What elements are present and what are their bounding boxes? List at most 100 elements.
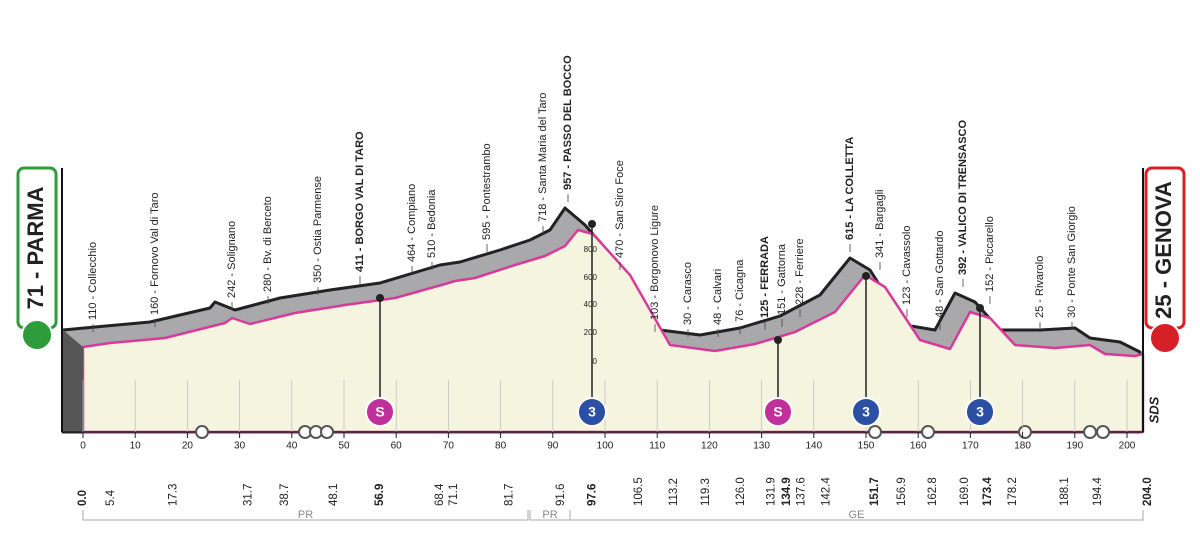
waypoint-label: 76 - Cicagna — [734, 259, 746, 322]
waypoint-label: 48 - Calvari — [712, 269, 724, 325]
waypoint-label: 411 - BORGO VAL DI TARO — [354, 131, 366, 272]
waypoint-label: 595 - Pontestrambo — [481, 143, 493, 240]
km-tick-label: 30 — [234, 441, 246, 452]
waypoint-label: 25 - Rivarolo — [1034, 256, 1046, 318]
km-point: 48.1 — [328, 484, 340, 506]
marker-badge — [965, 397, 995, 427]
km-tick-label: 110 — [649, 441, 665, 452]
region-label: PR — [298, 509, 313, 521]
waypoint-label: 350 - Ostia Parmense — [312, 176, 324, 283]
waypoint-label: 280 - Bv. di Berceto — [262, 196, 274, 292]
marker-label: 3 — [976, 404, 984, 420]
km-point: 31.7 — [243, 484, 255, 506]
km-point: 5.4 — [105, 489, 117, 506]
km-tick-label: 90 — [547, 441, 559, 452]
km-point: 137.6 — [795, 477, 807, 506]
km-point: 97.6 — [587, 484, 599, 506]
marker-badge — [851, 397, 881, 427]
km-point: 169.0 — [959, 477, 971, 506]
region-bracket — [82, 510, 529, 521]
marker-badge — [763, 397, 793, 427]
waypoint-label: 152 - Piccarello — [984, 216, 996, 292]
km-point: 162.8 — [927, 477, 939, 506]
marker-badge — [365, 397, 395, 427]
waypoint-label: 615 - LA COLLETTA — [844, 137, 856, 240]
km-tick-label: 160 — [910, 441, 927, 452]
km-point: 126.0 — [735, 477, 747, 506]
km-tick-label: 70 — [443, 441, 455, 452]
km-tick-label: 150 — [858, 441, 875, 452]
waypoint-label: 30 - Carasco — [682, 262, 694, 325]
waypoint-label: 341 - Bargagli — [874, 190, 886, 259]
km-point: 156.9 — [896, 477, 908, 506]
marker-dot — [376, 294, 384, 302]
km-point: 81.7 — [504, 484, 516, 506]
profile-face — [81, 228, 1145, 434]
km-tick-label: 0 — [80, 441, 86, 452]
marker-badge — [577, 397, 607, 427]
km-point: 151.7 — [869, 477, 881, 506]
km-point: 188.1 — [1059, 477, 1071, 506]
km-tick-label: 180 — [1014, 441, 1031, 452]
km-tick-label: 200 — [1119, 441, 1136, 452]
km-point: 106.5 — [633, 477, 645, 506]
km-point: 0.0 — [77, 490, 89, 506]
marker-label: 3 — [588, 404, 596, 420]
marker-dot — [862, 272, 870, 280]
marker-label: S — [773, 404, 782, 420]
altitude-tick-label: 800 — [584, 245, 598, 254]
km-point: 68.4 — [434, 483, 446, 506]
marker-label: S — [375, 404, 384, 420]
waypoint-label: 228 - Ferriere — [794, 238, 806, 305]
profile-side — [63, 330, 83, 432]
altitude-tick-label: 200 — [584, 328, 598, 337]
km-point: 134.9 — [781, 477, 793, 506]
start-label: 71 - PARMA — [23, 186, 48, 309]
marker-dot — [976, 304, 984, 312]
km-point: 194.4 — [1092, 477, 1104, 506]
waypoint-label: 123 - Cavassolo — [901, 226, 913, 306]
finish-icon — [1149, 322, 1181, 354]
region-bracket — [569, 510, 1144, 521]
km-tick-label: 100 — [597, 441, 614, 452]
waypoint-label: 470 - San Siro Foce — [614, 160, 626, 258]
km-point: 56.9 — [374, 484, 386, 506]
km-point: 119.3 — [700, 478, 712, 506]
region-label: GE — [849, 509, 865, 521]
waypoint-label: 957 - PASSO DEL BOCCO — [562, 55, 574, 190]
km-point: 131.9 — [766, 477, 778, 506]
km-point: 178.2 — [1007, 477, 1019, 506]
km-tick-label: 60 — [391, 441, 403, 452]
km-tick-label: 20 — [182, 441, 194, 452]
km-point: 204.0 — [1142, 477, 1154, 506]
km-point: 173.4 — [982, 477, 994, 506]
marker-dot — [774, 336, 782, 344]
start-icon — [21, 319, 53, 351]
km-tick-label: 50 — [338, 441, 350, 452]
waypoint-label: 392 - VALICO DI TRENSASCO — [957, 120, 969, 275]
sprint-icons — [195, 425, 1110, 439]
waypoint-label: 718 - Santa Maria del Taro — [537, 93, 549, 222]
waypoint-label: 464 - Compiano — [406, 184, 418, 262]
waypoint-label: 48 - San Gottardo — [934, 231, 946, 318]
marker-label: 3 — [862, 404, 870, 420]
waypoint-label: 125 - FERRADA — [759, 236, 771, 318]
logo: SDS — [1146, 396, 1161, 423]
km-point: 91.6 — [555, 484, 567, 506]
km-point: 38.7 — [279, 484, 291, 506]
km-point: 142.4 — [820, 477, 832, 506]
waypoint-label: 30 - Ponte San Giorgio — [1066, 206, 1078, 318]
waypoint-label: 510 - Bedonia — [426, 189, 438, 258]
waypoint-label: 160 - Fornovo Val di Taro — [149, 193, 161, 316]
waypoint-label: 151 - Gattorna — [776, 243, 788, 315]
km-tick-label: 140 — [805, 441, 822, 452]
km-point: 17.3 — [167, 484, 179, 506]
km-point: 71.1 — [448, 484, 460, 506]
km-tick-label: 120 — [701, 441, 718, 452]
waypoint-label: 103 - Borgonovo Ligure — [649, 205, 661, 320]
altitude-tick-label: 400 — [584, 300, 598, 309]
waypoint-label: 242 - Solignano — [226, 221, 238, 298]
km-tick-label: 170 — [962, 441, 979, 452]
marker-dot — [588, 220, 596, 228]
